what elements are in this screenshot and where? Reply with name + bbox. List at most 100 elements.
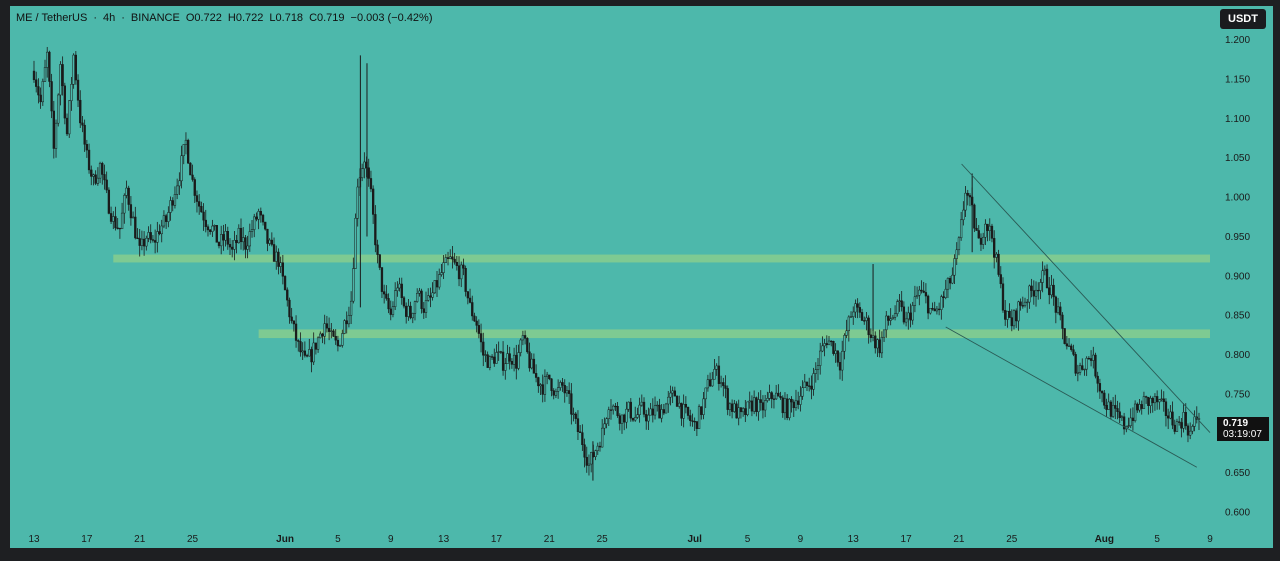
candle-body-187 — [444, 257, 447, 263]
candles — [32, 46, 1201, 481]
candle-body-160 — [385, 293, 388, 299]
candle-body-444 — [1010, 317, 1013, 327]
candle-body-261 — [607, 409, 610, 419]
symbol-name[interactable]: ME / TetherUS — [16, 12, 88, 24]
candle-body-2 — [37, 86, 40, 96]
candle-body-279 — [647, 414, 650, 422]
support-resistance-zones — [113, 254, 1211, 339]
candle-body-391 — [893, 313, 897, 318]
candle-body-55 — [153, 240, 157, 243]
candle-body-340 — [781, 397, 784, 414]
plot-area[interactable] — [10, 6, 1213, 526]
x-tick-label: 9 — [1207, 534, 1213, 545]
candle-body-404 — [922, 290, 925, 293]
candle-body-16 — [68, 100, 71, 135]
candle-body-490 — [1111, 405, 1115, 417]
candle-body-274 — [636, 414, 639, 418]
candle-body-462 — [1050, 284, 1053, 296]
candle-body-132 — [323, 323, 326, 337]
candle-body-224 — [526, 338, 529, 353]
candle-body-384 — [878, 339, 881, 354]
x-tick-label: 13 — [438, 534, 450, 545]
candle-body-96 — [244, 237, 247, 250]
candle-body-451 — [1026, 301, 1029, 304]
candle-body-0 — [32, 70, 36, 80]
candle-body-477 — [1083, 368, 1086, 371]
candle-body-220 — [517, 352, 520, 369]
candle-body-182 — [433, 280, 436, 294]
candle-body-319 — [735, 403, 738, 419]
candle-body-9 — [52, 110, 55, 149]
candle-body-152 — [367, 167, 370, 179]
candle-body-290 — [671, 390, 674, 394]
candle-body-70 — [187, 139, 190, 164]
candle-body-491 — [1114, 405, 1117, 409]
currency-button[interactable]: USDT — [1220, 9, 1266, 29]
candle-body-168 — [402, 297, 406, 307]
candle-body-209 — [493, 356, 496, 364]
y-tick-label: 1.150 — [1225, 74, 1250, 85]
candle-body-206 — [486, 354, 489, 368]
candle-body-501 — [1136, 403, 1139, 411]
candle-body-80 — [209, 229, 212, 232]
candle-body-200 — [473, 315, 476, 322]
candle-body-143 — [347, 314, 351, 325]
candle-body-106 — [266, 228, 269, 244]
interval-label[interactable]: 4h — [103, 12, 116, 24]
candle-body-467 — [1061, 314, 1064, 329]
candle-body-442 — [1006, 310, 1009, 320]
candle-body-243 — [567, 390, 571, 394]
candle-body-147 — [356, 186, 359, 219]
candle-body-285 — [660, 409, 663, 419]
candle-body-305 — [704, 387, 707, 400]
candle-body-453 — [1030, 285, 1033, 291]
candle-body-513 — [1162, 398, 1165, 402]
candle-body-493 — [1118, 411, 1121, 419]
candle-body-108 — [270, 239, 273, 245]
candle-body-75 — [198, 201, 201, 207]
candle-body-154 — [371, 188, 375, 215]
candle-body-466 — [1059, 306, 1062, 316]
candle-body-458 — [1041, 270, 1044, 283]
candle-body-335 — [770, 392, 773, 400]
x-tick-label: 21 — [544, 534, 556, 545]
candle-body-93 — [237, 227, 240, 244]
candle-body-262 — [609, 409, 613, 411]
candle-body-315 — [726, 388, 729, 410]
candle-body-217 — [510, 361, 514, 365]
candle-body-225 — [528, 351, 531, 369]
candle-body-347 — [797, 400, 800, 405]
candle-body-419 — [955, 249, 958, 259]
candle-body-176 — [420, 290, 423, 309]
candle-body-73 — [193, 179, 196, 196]
candle-body-393 — [898, 300, 901, 302]
candle-body-204 — [482, 341, 485, 356]
candle-body-385 — [880, 336, 884, 354]
candle-body-31 — [101, 163, 104, 175]
candle-body-323 — [744, 408, 747, 415]
time-axis[interactable] — [10, 526, 1273, 548]
candle-body-310 — [715, 365, 718, 370]
candle-body-440 — [1001, 283, 1005, 311]
candle-body-395 — [902, 306, 906, 323]
candle-body-267 — [620, 414, 624, 424]
candle-body-320 — [737, 407, 740, 419]
y-tick-label: 0.650 — [1225, 468, 1250, 479]
candle-body-238 — [556, 387, 560, 392]
candle-body-244 — [570, 393, 573, 415]
candle-body-468 — [1063, 328, 1066, 344]
candle-body-449 — [1021, 305, 1024, 307]
candle-body-117 — [290, 316, 293, 322]
candle-body-420 — [957, 237, 961, 251]
candle-body-123 — [303, 350, 307, 356]
candle-body-428 — [975, 227, 978, 231]
y-tick-label: 0.850 — [1225, 311, 1250, 322]
candle-body-201 — [475, 320, 478, 326]
candle-body-487 — [1105, 405, 1108, 410]
candle-body-107 — [268, 239, 271, 244]
candle-body-98 — [248, 231, 251, 247]
candle-body-112 — [279, 262, 282, 267]
candle-body-180 — [429, 295, 432, 298]
candle-body-447 — [1017, 301, 1020, 322]
candle-body-23 — [83, 124, 86, 145]
